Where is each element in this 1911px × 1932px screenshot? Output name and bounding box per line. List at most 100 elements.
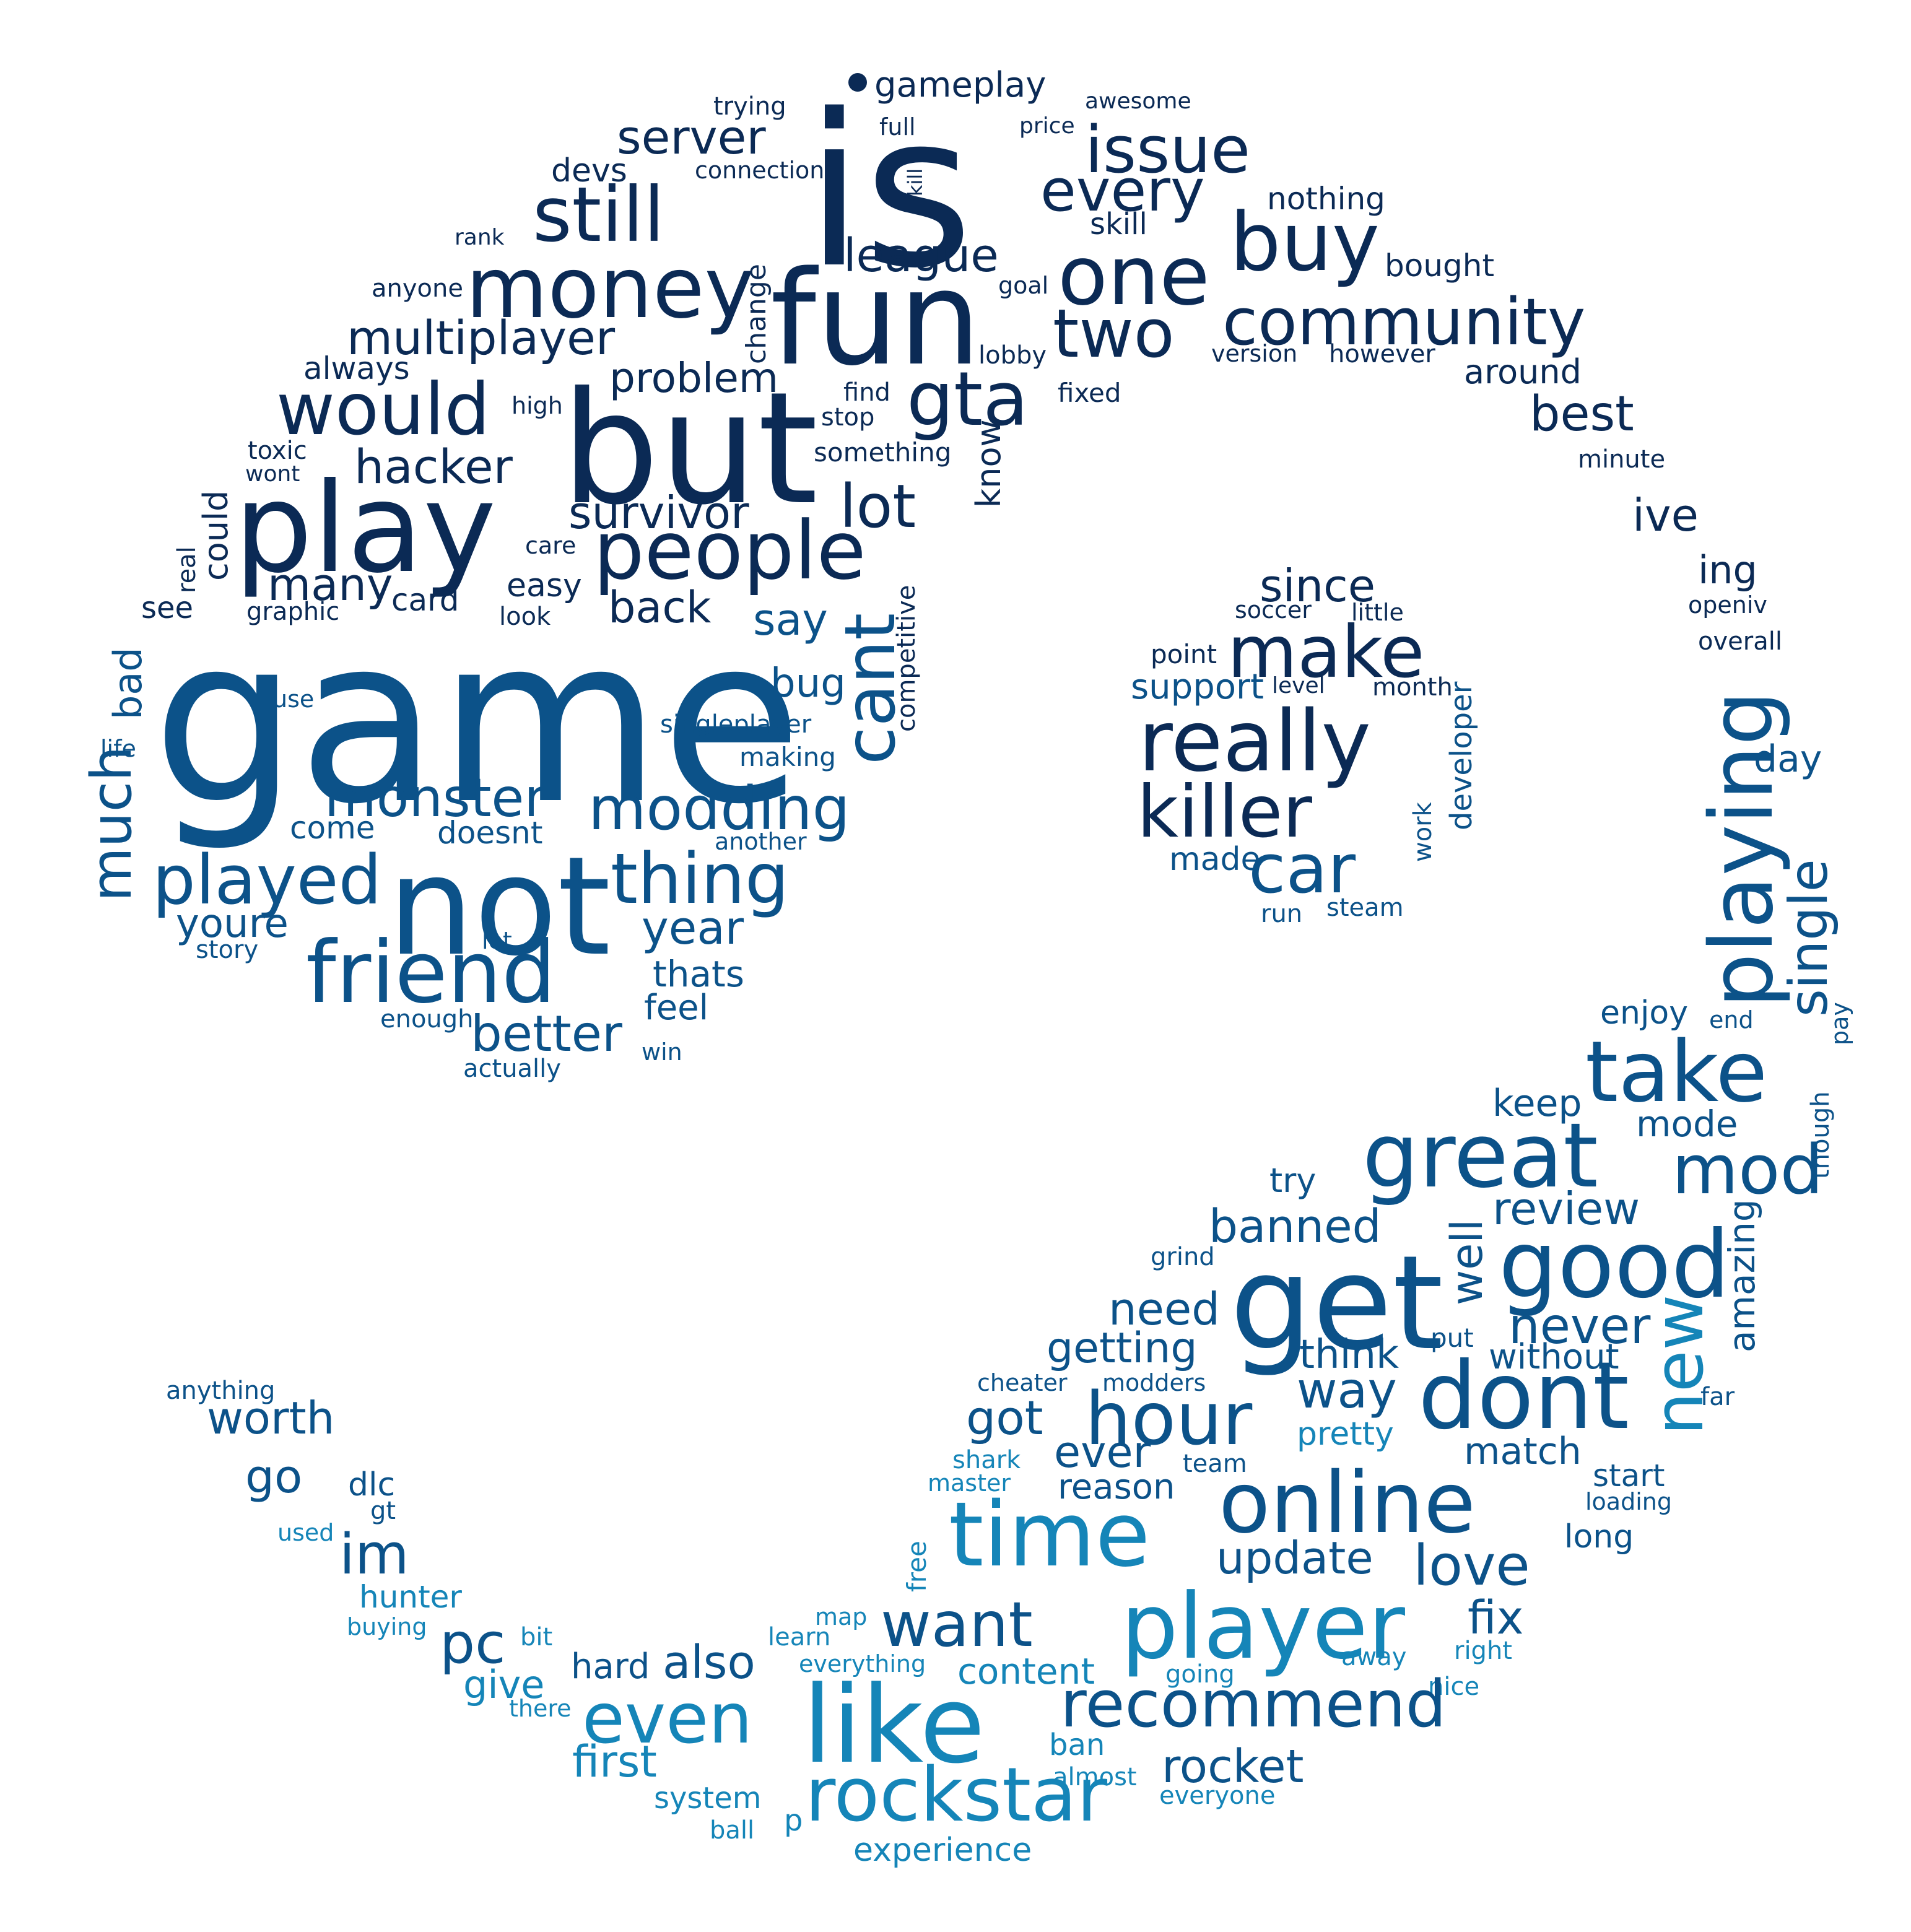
word-love: love — [1413, 1533, 1530, 1598]
word-need: need — [1108, 1283, 1220, 1335]
word-really: really — [1138, 693, 1371, 791]
word-let: let — [482, 927, 512, 954]
word-full: full — [879, 113, 916, 141]
word-developer: developer — [1444, 681, 1479, 830]
word-shark: shark — [952, 1446, 1021, 1474]
word-price: price — [1019, 113, 1075, 139]
word-bit: bit — [520, 1623, 553, 1651]
word-see: see — [141, 591, 194, 625]
word-played: played — [152, 840, 382, 920]
word-stop: stop — [821, 403, 875, 432]
word-hard: hard — [571, 1647, 650, 1687]
word-two: two — [1053, 295, 1175, 373]
word-multiplayer: multiplayer — [347, 310, 616, 365]
word-openiv: openiv — [1688, 591, 1767, 619]
word-thing: thing — [611, 839, 790, 920]
word-online: online — [1219, 1455, 1476, 1552]
word-system: system — [654, 1781, 762, 1816]
word-care: care — [525, 532, 577, 559]
word-well: well — [1442, 1219, 1492, 1305]
word-is: is — [805, 69, 973, 315]
word-ing: ing — [1698, 547, 1757, 593]
word-ever: ever — [1054, 1427, 1151, 1477]
word-long: long — [1564, 1518, 1634, 1556]
word-monster: monster — [324, 767, 546, 829]
word-start: start — [1593, 1458, 1665, 1494]
word-gta: gta — [907, 357, 1029, 443]
word-killer: killer — [1137, 770, 1312, 854]
word-master: master — [928, 1469, 1011, 1497]
word-run: run — [1261, 900, 1303, 928]
word-team: team — [1183, 1450, 1247, 1478]
word-used: used — [277, 1519, 334, 1546]
word-always: always — [303, 350, 410, 386]
word-level: level — [1272, 673, 1325, 698]
word-content: content — [957, 1650, 1095, 1692]
word-soccer: soccer — [1235, 596, 1312, 624]
word-feel: feel — [644, 988, 709, 1028]
word-wont: wont — [245, 461, 300, 487]
word-could: could — [196, 490, 235, 581]
word-experience: experience — [853, 1832, 1032, 1869]
word-community: community — [1222, 284, 1586, 360]
word-even: even — [582, 1679, 753, 1759]
word-want: want — [881, 1588, 1033, 1661]
word-issue: issue — [1085, 112, 1251, 188]
word-way: way — [1297, 1362, 1397, 1419]
word-banned: banned — [1209, 1200, 1382, 1253]
word-overall: overall — [1698, 627, 1782, 656]
word-actually: actually — [463, 1055, 561, 1083]
word-card: card — [391, 582, 459, 618]
word-high: high — [511, 392, 563, 419]
word-youre: youre — [176, 901, 289, 947]
word-support: support — [1131, 667, 1265, 707]
word-away: away — [1341, 1643, 1407, 1671]
word-win: win — [642, 1038, 682, 1066]
word-take: take — [1585, 1024, 1768, 1121]
word-buy: buy — [1230, 195, 1380, 289]
word-toxic: toxic — [248, 437, 307, 465]
word-first: first — [572, 1736, 657, 1787]
word-nice: nice — [1428, 1673, 1480, 1701]
word-another: another — [715, 828, 807, 855]
word-try: try — [1269, 1161, 1317, 1200]
word-player: player — [1121, 1574, 1405, 1679]
word-goal: goal — [998, 272, 1049, 299]
word-devs: devs — [551, 152, 627, 189]
word-fix: fix — [1468, 1591, 1524, 1645]
word-back: back — [608, 582, 712, 633]
word-enough: enough — [380, 1005, 474, 1033]
word-nothing: nothing — [1267, 181, 1385, 217]
word-grind: grind — [1151, 1243, 1215, 1271]
word-still: still — [533, 171, 665, 259]
word-go: go — [245, 1450, 303, 1503]
word-make: make — [1227, 611, 1425, 694]
word-lobby: lobby — [978, 341, 1047, 370]
word-im: im — [339, 1522, 409, 1587]
word-play: play — [234, 456, 497, 601]
word-use: use — [272, 685, 315, 713]
word-gt: gt — [370, 1497, 396, 1525]
word-easy: easy — [507, 567, 582, 604]
word-server: server — [617, 110, 766, 165]
word-ball: ball — [710, 1816, 755, 1845]
word-learn: learn — [768, 1623, 831, 1651]
word-everyone: everyone — [1159, 1782, 1276, 1810]
word-p: p — [784, 1803, 803, 1838]
word-enjoy: enjoy — [1600, 994, 1688, 1032]
word-anyone: anyone — [372, 274, 463, 303]
word-one: one — [1058, 228, 1210, 324]
word-give: give — [463, 1662, 545, 1707]
word-real: real — [173, 546, 201, 593]
word-pay: pay — [1826, 1002, 1853, 1045]
word-year: year — [642, 902, 744, 955]
word-keep: keep — [1492, 1082, 1582, 1125]
word-find: find — [843, 378, 890, 407]
word-skill: skill — [1090, 207, 1147, 242]
word-made: made — [1169, 841, 1261, 878]
word-since: since — [1260, 560, 1376, 612]
word-good: good — [1499, 1211, 1730, 1319]
word-bug: bug — [770, 661, 846, 707]
word-mode: mode — [1636, 1103, 1738, 1145]
word-awesome: awesome — [1085, 89, 1191, 114]
